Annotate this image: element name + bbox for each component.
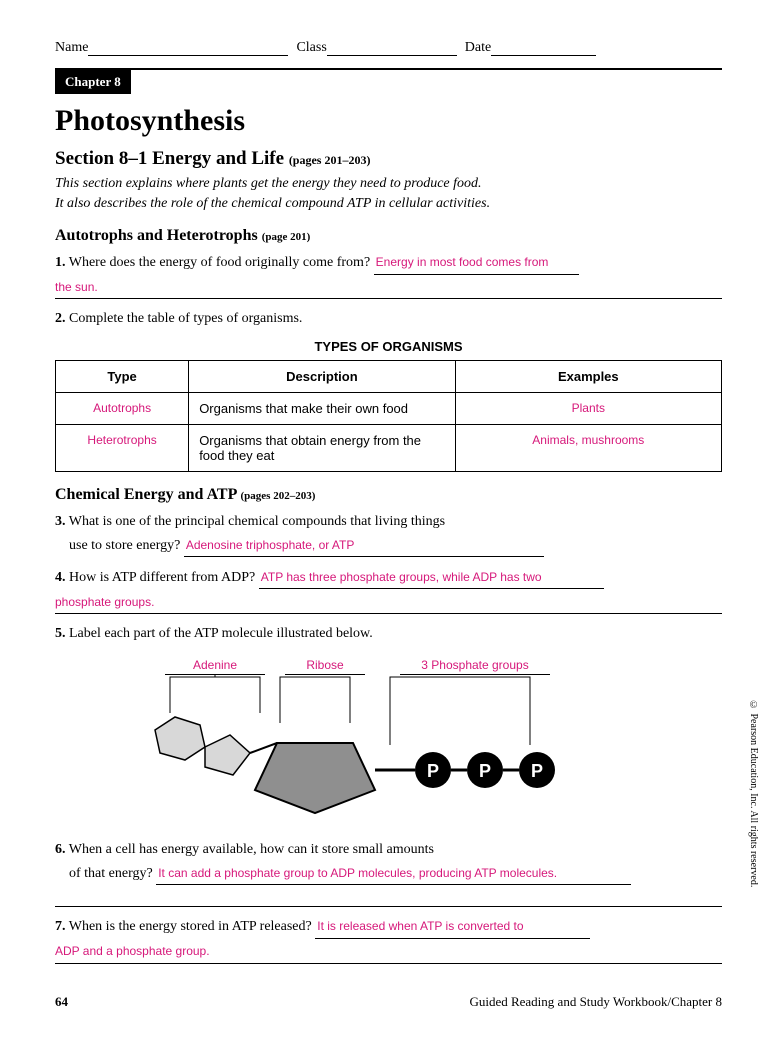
q4-num: 4.	[55, 570, 66, 585]
q6-text1: When a cell has energy available, how ca…	[69, 842, 434, 857]
worksheet-page: Name Class Date Chapter 8 Photosynthesis…	[0, 0, 777, 1040]
q4-answer-b[interactable]: phosphate groups.	[55, 592, 722, 614]
cell-desc: Organisms that make their own food	[189, 393, 455, 425]
q1-answer-a[interactable]: Energy in most food comes from	[374, 252, 579, 274]
cell-ex[interactable]: Animals, mushrooms	[455, 425, 721, 472]
chapter-rule	[55, 68, 722, 70]
table-row: Autotrophs Organisms that make their own…	[56, 393, 722, 425]
subsection-2: Chemical Energy and ATP (pages 202–203)	[55, 486, 722, 504]
q5-num: 5.	[55, 626, 66, 641]
intro-line1: This section explains where plants get t…	[55, 176, 482, 191]
cell-type[interactable]: Heterotrophs	[56, 425, 189, 472]
q4-answer-a[interactable]: ATP has three phosphate groups, while AD…	[259, 567, 604, 589]
q6-num: 6.	[55, 842, 66, 857]
question-7: 7. When is the energy stored in ATP rele…	[55, 915, 722, 963]
q3-text2: use to store energy?	[69, 538, 180, 553]
sub1-pages: (page 201)	[262, 231, 311, 243]
q3-answer[interactable]: Adenosine triphosphate, or ATP	[184, 535, 544, 557]
section-title: Section 8–1 Energy and Life	[55, 148, 284, 169]
question-5: 5. Label each part of the ATP molecule i…	[55, 622, 722, 646]
atp-diagram: Adenine Ribose 3 Phosphate groups	[55, 658, 722, 820]
q1-answer-b[interactable]: the sun.	[55, 277, 722, 299]
label-adenine[interactable]: Adenine	[165, 658, 265, 675]
footer-text: Guided Reading and Study Workbook/Chapte…	[469, 994, 722, 1010]
q1-text: Where does the energy of food originally…	[69, 255, 370, 270]
svg-text:P: P	[479, 761, 491, 781]
class-field[interactable]: Class	[296, 40, 456, 56]
q4-text: How is ATP different from ADP?	[69, 570, 255, 585]
sub2-title: Chemical Energy and ATP	[55, 486, 237, 503]
question-1: 1. Where does the energy of food origina…	[55, 251, 722, 299]
copyright-notice: © Pearson Education, Inc. All rights res…	[748, 700, 759, 887]
atp-svg: P P P	[55, 675, 615, 815]
th-desc: Description	[189, 361, 455, 393]
sub2-pages: (pages 202–203)	[241, 490, 316, 502]
q7-num: 7.	[55, 919, 66, 934]
section-intro: This section explains where plants get t…	[55, 174, 722, 213]
q7-answer-b[interactable]: ADP and a phosphate group.	[55, 941, 722, 963]
page-number: 64	[55, 994, 68, 1010]
q7-text: When is the energy stored in ATP release…	[69, 919, 312, 934]
table-header-row: Type Description Examples	[56, 361, 722, 393]
q6-answer[interactable]: It can add a phosphate group to ADP mole…	[156, 863, 631, 885]
svg-text:P: P	[531, 761, 543, 781]
sub1-title: Autotrophs and Heterotrophs	[55, 227, 258, 244]
intro-line2: It also describes the role of the chemic…	[55, 196, 490, 211]
ribose-pentagon	[255, 743, 375, 813]
class-label: Class	[296, 40, 326, 56]
label-phosphates[interactable]: 3 Phosphate groups	[400, 658, 550, 675]
label-ribose[interactable]: Ribose	[285, 658, 365, 675]
section-pages: (pages 201–203)	[289, 153, 371, 167]
chapter-title: Photosynthesis	[55, 104, 722, 138]
question-2: 2. Complete the table of types of organi…	[55, 307, 722, 331]
subsection-1: Autotrophs and Heterotrophs (page 201)	[55, 227, 722, 245]
th-ex: Examples	[455, 361, 721, 393]
chapter-badge: Chapter 8	[55, 70, 131, 94]
cell-type[interactable]: Autotrophs	[56, 393, 189, 425]
date-label: Date	[465, 40, 491, 56]
table-title: TYPES OF ORGANISMS	[55, 339, 722, 354]
q6-blank[interactable]	[55, 893, 722, 907]
q2-num: 2.	[55, 311, 66, 326]
question-3: 3. What is one of the principal chemical…	[55, 510, 722, 558]
adenine-pentagon	[205, 735, 250, 775]
cell-ex[interactable]: Plants	[455, 393, 721, 425]
q7-answer-a[interactable]: It is released when ATP is converted to	[315, 916, 590, 938]
cell-desc: Organisms that obtain energy from the fo…	[189, 425, 455, 472]
organisms-table: Type Description Examples Autotrophs Org…	[55, 360, 722, 472]
diagram-labels: Adenine Ribose 3 Phosphate groups	[165, 658, 722, 675]
q1-num: 1.	[55, 255, 66, 270]
q6-text2: of that energy?	[69, 866, 153, 881]
section-heading: Section 8–1 Energy and Life (pages 201–2…	[55, 148, 722, 170]
name-label: Name	[55, 40, 88, 56]
svg-text:P: P	[427, 761, 439, 781]
th-type: Type	[56, 361, 189, 393]
table-row: Heterotrophs Organisms that obtain energ…	[56, 425, 722, 472]
date-field[interactable]: Date	[465, 40, 596, 56]
question-6: 6. When a cell has energy available, how…	[55, 838, 722, 908]
q2-text: Complete the table of types of organisms…	[69, 311, 302, 326]
adenine-hexagon	[155, 717, 205, 760]
q5-text: Label each part of the ATP molecule illu…	[69, 626, 373, 641]
header-fields: Name Class Date	[55, 40, 722, 56]
name-field[interactable]: Name	[55, 40, 288, 56]
q3-text1: What is one of the principal chemical co…	[69, 514, 445, 529]
question-4: 4. How is ATP different from ADP? ATP ha…	[55, 566, 722, 614]
page-footer: 64 Guided Reading and Study Workbook/Cha…	[55, 994, 722, 1010]
q3-num: 3.	[55, 514, 66, 529]
